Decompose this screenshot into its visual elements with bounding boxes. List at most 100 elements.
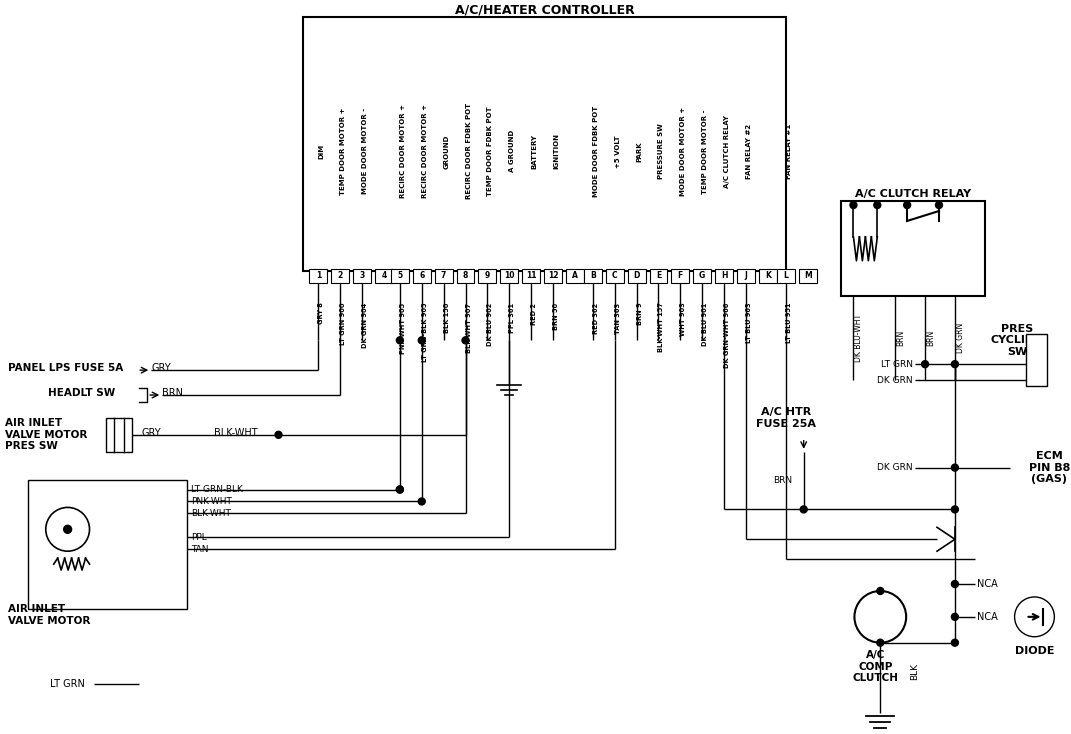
Text: TEMP DOOR FDBK POT: TEMP DOOR FDBK POT (487, 106, 494, 196)
Circle shape (46, 507, 90, 551)
Text: 2: 2 (337, 271, 343, 280)
Text: NCA: NCA (977, 612, 997, 622)
Text: LT GRN-BLK 905: LT GRN-BLK 905 (422, 302, 427, 362)
Bar (412, 269, 431, 283)
Text: DK GRN: DK GRN (877, 376, 914, 385)
Text: J: J (744, 271, 748, 280)
Circle shape (850, 202, 857, 208)
Text: A/C CLUTCH RELAY: A/C CLUTCH RELAY (855, 189, 970, 199)
Text: DK GRN-WHT 966: DK GRN-WHT 966 (724, 302, 730, 368)
Circle shape (800, 506, 808, 513)
Text: LT BLU 951: LT BLU 951 (786, 302, 791, 343)
Circle shape (396, 486, 404, 493)
Bar (544, 269, 562, 283)
Text: RECIRC DOOR MOTOR +: RECIRC DOOR MOTOR + (422, 104, 427, 198)
Text: TAN 363: TAN 363 (615, 302, 621, 334)
Text: A/C HTR
FUSE 25A: A/C HTR FUSE 25A (756, 407, 816, 429)
Text: DK GRN 904: DK GRN 904 (362, 302, 368, 348)
Text: DIODE: DIODE (1014, 646, 1054, 655)
Bar (500, 269, 518, 283)
Bar (331, 269, 349, 283)
Bar (353, 269, 371, 283)
Bar (693, 269, 711, 283)
Text: 6: 6 (419, 271, 424, 280)
Circle shape (877, 639, 884, 646)
Text: DIM: DIM (318, 144, 325, 159)
Circle shape (904, 202, 910, 208)
Text: GRY: GRY (141, 428, 161, 437)
Text: RED 2: RED 2 (531, 302, 538, 324)
Text: BRN 50: BRN 50 (553, 302, 559, 330)
Text: 11: 11 (526, 271, 537, 280)
Text: PNK-WHT 905: PNK-WHT 905 (399, 302, 406, 354)
Bar (523, 269, 540, 283)
Text: DK GRN: DK GRN (956, 323, 965, 354)
Circle shape (1014, 597, 1054, 636)
Text: BRN 9: BRN 9 (636, 302, 643, 325)
Text: A: A (572, 271, 578, 280)
Text: 9: 9 (485, 271, 491, 280)
Bar (565, 269, 584, 283)
Text: TEMP DOOR MOTOR -: TEMP DOOR MOTOR - (703, 109, 708, 194)
Circle shape (855, 591, 906, 643)
Circle shape (935, 202, 942, 208)
Text: BLK-WHT 907: BLK-WHT 907 (466, 302, 471, 352)
Bar (375, 269, 393, 283)
Text: FAN RELAY #2: FAN RELAY #2 (746, 124, 752, 179)
Bar (776, 269, 795, 283)
Text: 1: 1 (316, 271, 321, 280)
Text: GRY: GRY (151, 363, 170, 373)
Text: LT GRN 900: LT GRN 900 (341, 302, 346, 345)
Text: BLK-WHT 157: BLK-WHT 157 (659, 302, 664, 352)
Text: IGNITION: IGNITION (553, 134, 559, 170)
Text: TEMP DOOR MOTOR +: TEMP DOOR MOTOR + (341, 108, 346, 195)
Text: PANEL LPS FUSE 5A: PANEL LPS FUSE 5A (7, 363, 123, 373)
Circle shape (951, 360, 959, 368)
Bar (737, 269, 755, 283)
Bar (799, 269, 817, 283)
Text: ECM
PIN B8
(GAS): ECM PIN B8 (GAS) (1029, 451, 1070, 484)
Circle shape (419, 498, 425, 505)
Circle shape (63, 526, 72, 534)
Bar (841, 201, 984, 296)
Text: M: M (804, 271, 812, 280)
Circle shape (951, 639, 959, 646)
Bar (606, 269, 623, 283)
Text: LT GRN: LT GRN (881, 360, 914, 368)
Text: LT BLU 963: LT BLU 963 (746, 302, 752, 343)
Bar (715, 269, 733, 283)
Bar (672, 269, 690, 283)
Circle shape (874, 202, 880, 208)
Text: BLK-WHT: BLK-WHT (214, 428, 257, 437)
Text: G: G (699, 271, 706, 280)
Text: RECIRC DOOR MOTOR +: RECIRC DOOR MOTOR + (399, 104, 406, 198)
Text: H: H (721, 271, 727, 280)
Text: B: B (590, 271, 595, 280)
Text: 7: 7 (441, 271, 447, 280)
Text: MODE DOOR FDBK POT: MODE DOOR FDBK POT (593, 106, 599, 197)
Text: TAN: TAN (191, 545, 209, 553)
Text: RECIRC DOOR FDBK POT: RECIRC DOOR FDBK POT (466, 103, 471, 200)
Circle shape (396, 337, 404, 344)
Text: 10: 10 (504, 271, 514, 280)
Bar (391, 269, 409, 283)
Bar (310, 269, 328, 283)
Text: E: E (655, 271, 661, 280)
Bar (584, 269, 602, 283)
Circle shape (877, 587, 884, 595)
Circle shape (951, 464, 959, 471)
Text: DK GRN: DK GRN (877, 463, 914, 472)
Text: A/C CLUTCH RELAY: A/C CLUTCH RELAY (724, 115, 730, 188)
Text: DK BLU 902: DK BLU 902 (487, 302, 494, 346)
Text: L: L (783, 271, 788, 280)
Text: PPL: PPL (191, 533, 207, 542)
Text: BLK 150: BLK 150 (443, 302, 450, 333)
Text: A GROUND: A GROUND (510, 130, 515, 172)
Text: BATTERY: BATTERY (531, 134, 538, 169)
Text: A/C/HEATER CONTROLLER: A/C/HEATER CONTROLLER (455, 4, 634, 17)
Text: NCA: NCA (977, 579, 997, 589)
Bar (28, 479, 187, 609)
Text: 12: 12 (547, 271, 558, 280)
Text: BRN: BRN (772, 476, 791, 485)
Circle shape (275, 432, 282, 438)
